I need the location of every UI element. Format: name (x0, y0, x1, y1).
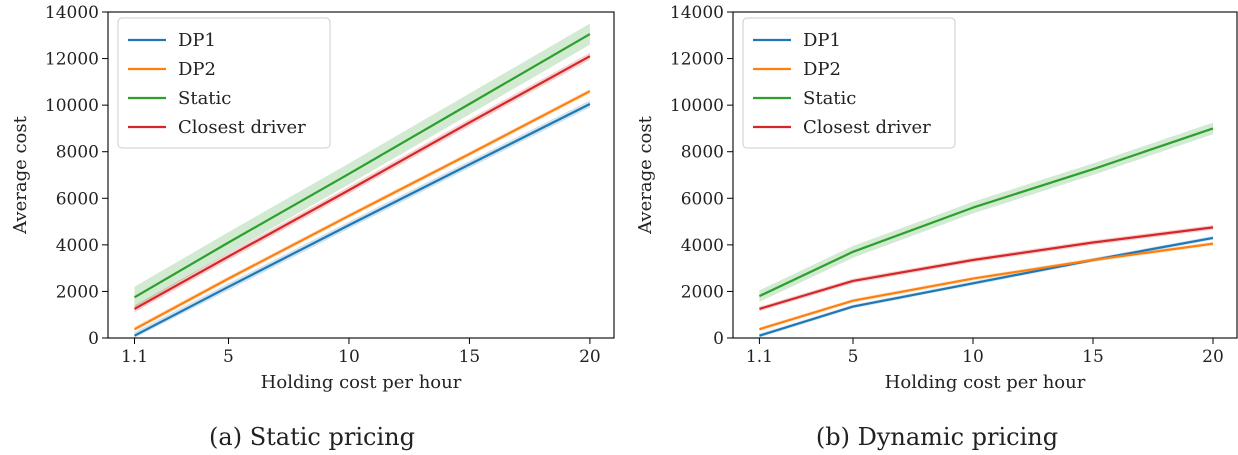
y-tick-label: 14000 (670, 3, 724, 23)
x-axis-label: Holding cost per hour (885, 372, 1086, 393)
legend-box (742, 17, 956, 149)
x-tick-label: 5 (223, 347, 234, 367)
legend-label-dp1: DP1 (803, 30, 841, 51)
x-tick-label: 15 (1082, 347, 1104, 367)
chart-dynamic-pricing: 0 2000 4000 6000 8000 10000 12000 14000 1.1 5 10 15… (635, 3, 1238, 451)
series-line-closest-driver (759, 226, 1214, 310)
y-tick-label: 12000 (670, 50, 724, 70)
legend-label-dp2: DP2 (178, 59, 216, 80)
series-line-static (758, 127, 1214, 298)
subfigure-caption: (b) Dynamic pricing (816, 423, 1058, 451)
y-tick-label: 12000 (45, 50, 99, 70)
y-tick-label: 4000 (56, 236, 99, 256)
x-tick-label: 1.1 (121, 347, 148, 367)
y-tick-label: 8000 (56, 143, 99, 163)
legend-label-closest-driver: Closest driver (178, 117, 306, 138)
x-tick-label: 5 (848, 347, 859, 367)
series-line-closest-driver (133, 55, 591, 310)
subfigure-caption: (a) Static pricing (209, 423, 415, 451)
x-axis-label: Holding cost per hour (261, 372, 462, 393)
x-tick-label: 1.1 (746, 347, 773, 367)
plot-frame (732, 11, 1238, 339)
legend-label-closest-driver: Closest driver (803, 117, 931, 138)
y-axis-label: Average cost (10, 115, 31, 234)
legend-box (117, 17, 331, 149)
y-tick-label: 8000 (681, 143, 724, 163)
legend-label-static: Static (803, 88, 856, 109)
y-tick-label: 2000 (56, 282, 99, 302)
y-tick-label: 6000 (681, 189, 724, 209)
series-line-dp2 (759, 242, 1214, 331)
y-tick-label: 4000 (681, 236, 724, 256)
plot-frame (107, 11, 615, 339)
series-line-dp1 (759, 236, 1214, 337)
y-tick-label: 0 (88, 329, 99, 349)
y-tick-label: 2000 (681, 282, 724, 302)
x-tick-label: 10 (338, 347, 360, 367)
series-line-dp1 (133, 103, 591, 337)
x-tick-label: 20 (1202, 347, 1224, 367)
y-axis-label: Average cost (635, 115, 656, 234)
chart-static-pricing: 0 2000 4000 6000 8000 10000 12000 14000 1.1 5 10 15… (10, 3, 615, 451)
x-tick-label: 20 (579, 347, 601, 367)
legend-label-dp2: DP2 (803, 59, 841, 80)
y-tick-label: 14000 (45, 3, 99, 23)
legend-label-dp1: DP1 (178, 30, 216, 51)
y-tick-label: 0 (713, 329, 724, 349)
y-tick-label: 10000 (670, 96, 724, 116)
y-tick-label: 6000 (56, 189, 99, 209)
x-tick-label: 10 (962, 347, 984, 367)
x-tick-label: 15 (459, 347, 481, 367)
legend-label-static: Static (178, 88, 231, 109)
y-tick-label: 10000 (45, 96, 99, 116)
series-line-static (133, 33, 591, 299)
series-line-dp2 (133, 90, 591, 331)
